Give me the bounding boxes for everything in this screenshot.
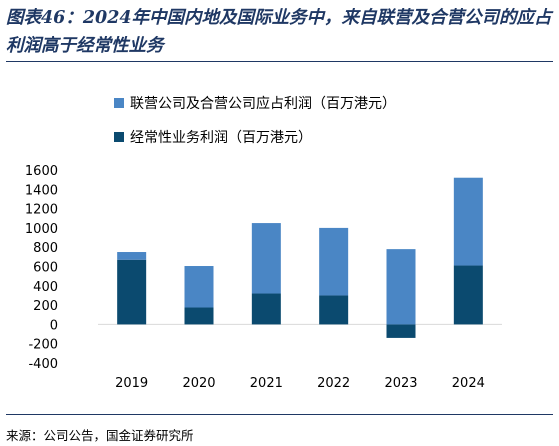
bar-chart: 联营公司及合营公司应占利润（百万港元） 经常性业务利润（百万港元） -400 -20…: [25, 95, 502, 391]
legend-swatch-2: [114, 132, 124, 142]
x-axis: 2019 2020 2021 2022 2023 2024: [115, 376, 485, 391]
y-tick-label: 0: [50, 318, 58, 333]
legend-label-2: 经常性业务利润（百万港元）: [130, 130, 312, 146]
x-tick-label: 2023: [384, 376, 417, 391]
bar-associates-2021: [251, 223, 281, 294]
title-divider: [6, 61, 553, 62]
bar-recurring-2023: [386, 324, 416, 338]
y-tick-label: 1000: [25, 222, 58, 237]
chart-title: 图表46：2024年中国内地及国际业务中，来自联营及合营公司的应占利润高于经常性…: [6, 8, 552, 56]
footer-divider: [6, 414, 553, 415]
x-tick-label: 2022: [317, 376, 350, 391]
x-tick-label: 2024: [452, 376, 485, 391]
x-tick-label: 2021: [250, 376, 283, 391]
source-note: 来源：公司公告，国金证券研究所: [6, 428, 194, 443]
x-tick-label: 2020: [182, 376, 215, 391]
y-tick-label: 1400: [25, 183, 58, 198]
bar-associates-2023: [386, 249, 416, 325]
bars: [117, 177, 483, 338]
y-axis: -400 -200 0 200 400 600 800 1000 1200 1400 1600: [25, 164, 502, 372]
y-tick-label: -200: [28, 338, 58, 353]
bar-associates-2020: [184, 266, 214, 308]
y-tick-label: 200: [33, 299, 58, 314]
y-tick-label: -400: [28, 357, 58, 372]
y-tick-label: 600: [33, 261, 58, 276]
bar-recurring-2024: [453, 265, 483, 325]
y-tick-label: 800: [33, 241, 58, 256]
y-tick-label: 1200: [25, 203, 58, 218]
bar-recurring-2019: [117, 259, 147, 325]
legend: 联营公司及合营公司应占利润（百万港元） 经常性业务利润（百万港元）: [114, 95, 396, 146]
y-tick-label: 400: [33, 280, 58, 295]
bar-associates-2022: [319, 227, 349, 296]
bar-associates-2024: [453, 177, 483, 266]
legend-swatch-1: [114, 98, 124, 108]
legend-label-1: 联营公司及合营公司应占利润（百万港元）: [130, 95, 396, 112]
bar-associates-2019: [117, 252, 147, 260]
y-tick-label: 1600: [25, 164, 58, 179]
x-tick-label: 2019: [115, 376, 148, 391]
bar-recurring-2020: [184, 307, 214, 325]
bar-recurring-2022: [319, 295, 349, 325]
bar-recurring-2021: [251, 293, 281, 325]
